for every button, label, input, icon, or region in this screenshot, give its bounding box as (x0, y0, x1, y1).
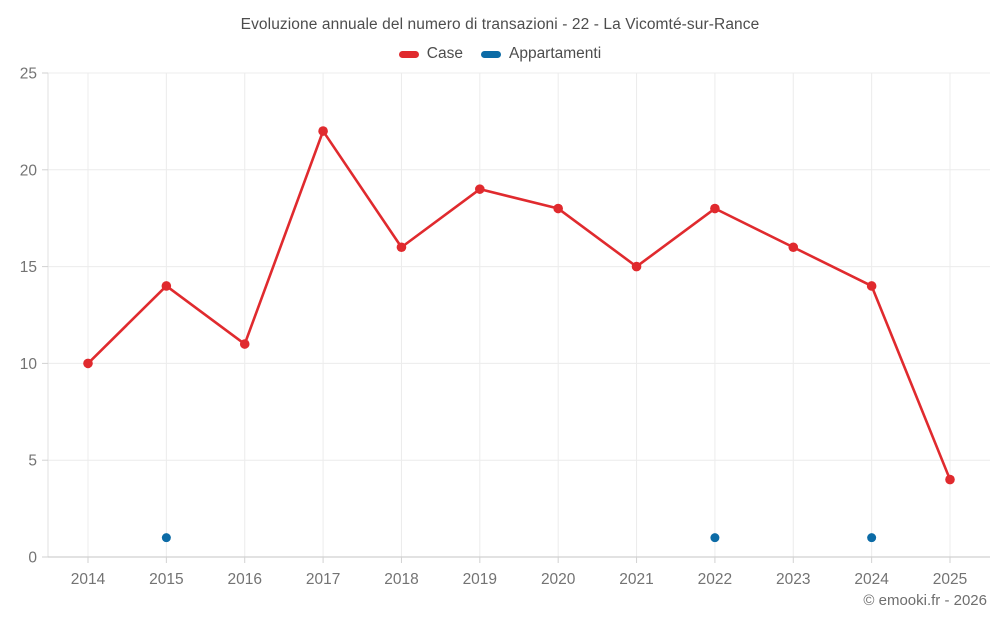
x-tick-label-2014: 2014 (71, 571, 106, 588)
case-point-2019[interactable] (475, 184, 485, 194)
copyright-text: © emooki.fr - 2026 (863, 592, 987, 609)
chart-legend: Case Appartamenti (0, 45, 1000, 63)
case-point-2018[interactable] (396, 242, 407, 253)
y-tick-label-25: 25 (20, 66, 37, 83)
case-point-2020[interactable] (553, 203, 563, 214)
x-tick-label-2022: 2022 (698, 571, 732, 588)
case-point-2014[interactable] (83, 358, 93, 369)
appartamenti-legend-marker-icon (480, 50, 501, 58)
case-point-2024[interactable] (866, 281, 877, 291)
case-legend-marker-icon (398, 50, 419, 58)
legend-label-case: Case (426, 45, 463, 62)
legend-item-appartamenti[interactable]: Appartamenti (480, 45, 602, 63)
y-tick-label-0: 0 (28, 550, 37, 567)
case-point-2021[interactable] (631, 261, 642, 272)
y-tick-label-20: 20 (20, 162, 38, 179)
appartamenti-point-2022[interactable] (710, 533, 720, 543)
x-tick-label-2017: 2017 (306, 571, 340, 588)
chart-title: Evoluzione annuale del numero di transaz… (240, 16, 760, 33)
x-tick-label-2023: 2023 (776, 571, 810, 588)
x-tick-label-2021: 2021 (619, 571, 653, 588)
y-tick-label-5: 5 (28, 453, 37, 470)
legend-label-appartamenti: Appartamenti (508, 45, 602, 62)
case-point-2025[interactable] (945, 474, 955, 485)
x-tick-label-2016: 2016 (227, 571, 261, 588)
case-point-2022[interactable] (710, 203, 720, 214)
x-tick-label-2020: 2020 (541, 571, 576, 588)
x-tick-label-2018: 2018 (384, 571, 418, 588)
case-point-2023[interactable] (788, 242, 799, 253)
y-tick-label-10: 10 (20, 356, 38, 373)
y-tick-label-15: 15 (20, 259, 37, 276)
legend-item-case[interactable]: Case (398, 45, 463, 63)
case-point-2016[interactable] (239, 339, 250, 349)
appartamenti-point-2015[interactable] (161, 533, 171, 543)
case-line (86, 129, 952, 481)
x-tick-label-2025: 2025 (933, 571, 967, 588)
x-tick-label-2019: 2019 (463, 571, 497, 588)
case-point-2015[interactable] (161, 281, 172, 291)
x-tick-label-2015: 2015 (149, 571, 183, 588)
x-tick-label-2024: 2024 (854, 571, 889, 588)
appartamenti-point-2024[interactable] (867, 533, 877, 543)
case-point-2017[interactable] (318, 126, 328, 136)
